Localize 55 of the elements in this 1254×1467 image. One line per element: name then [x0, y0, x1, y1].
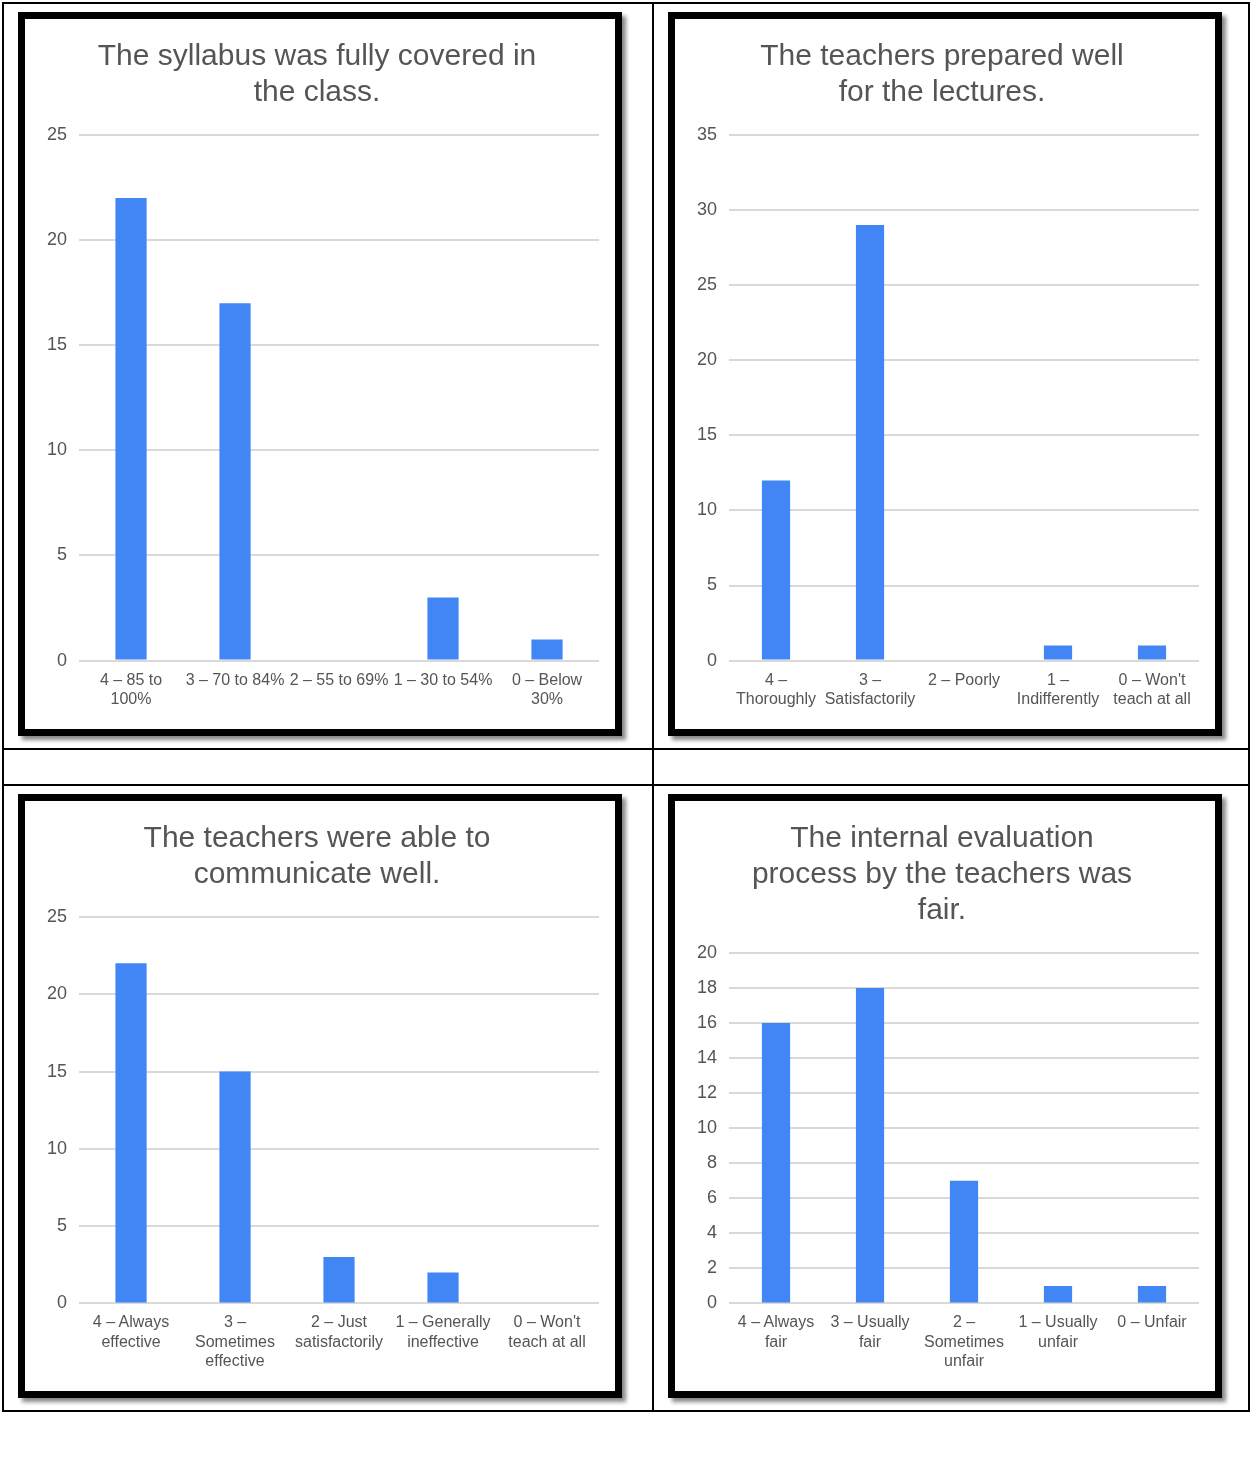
- y-tick-label: 5: [707, 574, 718, 595]
- x-tick-label: 0 – Won't teach at all: [1113, 670, 1191, 707]
- y-tick-label: 0: [57, 1292, 68, 1313]
- x-tick-label: 0 – Below 30%: [511, 670, 583, 707]
- y-tick-label: 0: [707, 649, 718, 670]
- y-tick-label: 15: [46, 334, 68, 355]
- x-tick-label: 4 – Always fair: [737, 1313, 815, 1350]
- x-tick-label: 4 – 85 to 100%: [99, 670, 163, 707]
- y-tick-label: 2: [707, 1257, 718, 1278]
- x-tick-label: 2 – 55 to 69%: [289, 670, 389, 688]
- x-tick-label: 1 – Indifferently: [1016, 670, 1100, 707]
- y-tick-label: 12: [696, 1082, 718, 1103]
- y-tick-label: 10: [46, 439, 68, 460]
- y-tick-label: 15: [46, 1060, 68, 1081]
- x-tick-label: 0 – Unfair: [1117, 1313, 1188, 1331]
- y-tick-label: 0: [57, 649, 68, 670]
- y-tick-label: 14: [696, 1047, 718, 1068]
- y-tick-label: 20: [46, 983, 68, 1004]
- x-tick-label: 1 – Generally ineffective: [395, 1313, 491, 1350]
- y-tick-label: 25: [696, 274, 718, 295]
- y-tick-label: 25: [46, 905, 68, 926]
- y-tick-label: 35: [696, 123, 718, 144]
- chart-title: The teachers were able to communicate well.: [143, 820, 491, 890]
- x-tick-label: 3 – 70 to 84%: [185, 670, 285, 688]
- chart-title: The internal evaluation process by the teachers was fair.: [751, 820, 1133, 926]
- y-tick-label: 16: [696, 1012, 718, 1033]
- x-tick-label: 2 – Poorly: [927, 670, 1001, 688]
- y-tick-label: 4: [707, 1222, 718, 1243]
- y-tick-label: 15: [696, 424, 718, 445]
- y-tick-label: 10: [46, 1137, 68, 1158]
- chart-title: The teachers prepared well for the lectures.: [760, 38, 1124, 108]
- y-tick-label: 20: [46, 229, 68, 250]
- y-tick-label: 5: [57, 544, 68, 565]
- y-tick-label: 10: [696, 499, 718, 520]
- x-tick-label: 2 – Just satisfactorily: [295, 1313, 384, 1350]
- chart-title: The syllabus was fully covered in the class.: [97, 38, 537, 108]
- x-tick-label: 3 – Satisfactorily: [824, 670, 916, 707]
- y-tick-label: 6: [707, 1187, 718, 1208]
- y-tick-label: 18: [696, 977, 718, 998]
- x-tick-label: 4 – Always effective: [92, 1313, 170, 1350]
- y-tick-label: 8: [707, 1152, 718, 1173]
- x-tick-label: 4 – Thoroughly: [736, 670, 817, 707]
- x-tick-label: 3 – Sometimes effective: [195, 1313, 276, 1369]
- y-tick-label: 25: [46, 123, 68, 144]
- y-tick-label: 30: [696, 199, 718, 220]
- y-tick-label: 5: [57, 1215, 68, 1236]
- y-tick-label: 10: [696, 1117, 718, 1138]
- x-tick-label: 3 – Usually fair: [830, 1313, 910, 1350]
- x-tick-label: 0 – Won't teach at all: [508, 1313, 586, 1350]
- y-tick-label: 20: [696, 941, 718, 962]
- y-tick-label: 0: [707, 1292, 718, 1313]
- x-tick-label: 2 – Sometimes unfair: [924, 1313, 1005, 1369]
- y-tick-label: 20: [696, 349, 718, 370]
- x-tick-label: 1 – 30 to 54%: [393, 670, 493, 688]
- x-tick-label: 1 – Usually unfair: [1018, 1313, 1098, 1350]
